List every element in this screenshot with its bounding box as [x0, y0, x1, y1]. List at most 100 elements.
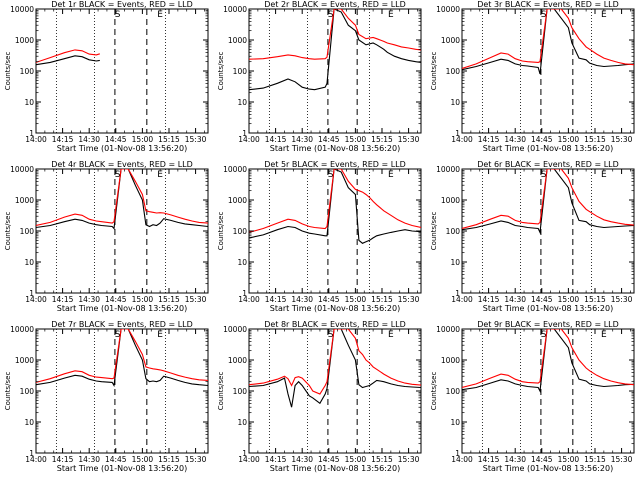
- x-tick-label: 15:00: [132, 455, 154, 464]
- flag-marker-s: S: [541, 10, 547, 20]
- x-tick-label: 14:45: [318, 295, 340, 304]
- x-axis-label: Start Time (01-Nov-08 13:56:20): [483, 304, 613, 313]
- x-tick-label: 15:00: [345, 135, 367, 144]
- x-axis-label: Start Time (01-Nov-08 13:56:20): [270, 464, 400, 473]
- x-tick-label: 15:30: [398, 135, 420, 144]
- y-tick-label: 10: [450, 258, 460, 267]
- y-tick-label: 1000: [228, 196, 247, 205]
- series-events-line: [249, 169, 421, 244]
- x-tick-label: 15:00: [345, 455, 367, 464]
- series-events-line: [249, 329, 421, 408]
- y-tick-label: 10000: [223, 325, 247, 334]
- x-tick-label: 15:30: [185, 295, 207, 304]
- x-tick-label: 14:45: [531, 295, 553, 304]
- series-events-line: [36, 329, 208, 388]
- y-tick-label: 100: [20, 387, 35, 396]
- series-events-line: [462, 9, 634, 75]
- y-tick-label: 10: [24, 258, 34, 267]
- y-tick-label: 1000: [15, 356, 34, 365]
- y-axis-label: Counts/sec: [430, 372, 438, 411]
- y-tick-label: 1000: [228, 36, 247, 45]
- series-events-line: [462, 169, 634, 235]
- y-tick-label: 1: [242, 449, 247, 458]
- x-tick-label: 15:30: [398, 455, 420, 464]
- y-tick-label: 1000: [441, 356, 460, 365]
- y-tick-label: 10000: [223, 165, 247, 174]
- plot-frame: [461, 328, 635, 454]
- y-axis-label: Counts/sec: [4, 372, 12, 411]
- x-tick-label: 15:30: [185, 455, 207, 464]
- flag-marker-e: E: [388, 10, 394, 20]
- series-lld-line: [462, 329, 634, 389]
- panel-title: Det 1r BLACK = Events, RED = LLD: [51, 0, 193, 9]
- y-tick-label: 1: [29, 129, 34, 138]
- x-tick-label: 15:15: [371, 295, 393, 304]
- x-tick-label: 15:00: [132, 295, 154, 304]
- y-axis-label: Counts/sec: [217, 212, 225, 251]
- y-tick-label: 1000: [228, 356, 247, 365]
- x-tick-label: 15:30: [611, 295, 633, 304]
- series-lld-line: [249, 329, 421, 395]
- flag-marker-e: E: [157, 170, 163, 180]
- series-lld-line: [249, 169, 421, 233]
- y-tick-label: 1: [29, 449, 34, 458]
- x-tick-label: 15:00: [132, 135, 154, 144]
- flag-marker-s: S: [541, 330, 547, 340]
- x-tick-label: 15:15: [584, 455, 606, 464]
- x-tick-label: 15:15: [584, 135, 606, 144]
- y-tick-label: 10000: [436, 325, 460, 334]
- x-tick-label: 14:15: [265, 295, 287, 304]
- flag-marker-e: E: [601, 10, 607, 20]
- flag-marker-s: S: [115, 170, 121, 180]
- x-tick-label: 15:30: [611, 135, 633, 144]
- y-tick-label: 10: [237, 98, 247, 107]
- y-tick-label: 100: [20, 227, 35, 236]
- y-tick-label: 100: [446, 387, 461, 396]
- y-tick-label: 10: [450, 418, 460, 427]
- y-tick-label: 10000: [10, 325, 34, 334]
- panel-title: Det 5r BLACK = Events, RED = LLD: [264, 160, 406, 169]
- y-tick-label: 100: [233, 67, 248, 76]
- x-tick-label: 15:15: [158, 455, 180, 464]
- x-tick-label: 14:00: [25, 295, 47, 304]
- y-tick-label: 10: [450, 98, 460, 107]
- x-tick-label: 14:15: [52, 455, 74, 464]
- x-tick-label: 14:45: [318, 455, 340, 464]
- flag-marker-e: E: [601, 330, 607, 340]
- x-axis-label: Start Time (01-Nov-08 13:56:20): [57, 304, 187, 313]
- plot-frame: [35, 328, 209, 454]
- x-tick-label: 14:30: [78, 135, 100, 144]
- x-tick-label: 15:15: [584, 295, 606, 304]
- x-tick-label: 15:15: [158, 295, 180, 304]
- y-axis-label: Counts/sec: [217, 52, 225, 91]
- x-tick-label: 14:45: [531, 455, 553, 464]
- y-tick-label: 10: [237, 258, 247, 267]
- series-lld-line: [249, 9, 421, 60]
- x-tick-label: 15:00: [558, 295, 580, 304]
- y-tick-label: 100: [233, 387, 248, 396]
- y-tick-label: 10000: [10, 5, 34, 14]
- y-tick-label: 1000: [441, 36, 460, 45]
- y-tick-label: 1: [242, 289, 247, 298]
- y-tick-label: 1000: [15, 196, 34, 205]
- series-lld-line: [36, 49, 100, 63]
- series-events-line: [36, 169, 208, 230]
- plot-frame: [35, 8, 209, 134]
- x-tick-label: 15:30: [611, 455, 633, 464]
- series-lld-line: [36, 169, 208, 227]
- plot-frame: [248, 328, 422, 454]
- plot-frame: [461, 168, 635, 294]
- y-axis-label: Counts/sec: [430, 52, 438, 91]
- x-axis-label: Start Time (01-Nov-08 13:56:20): [57, 464, 187, 473]
- x-tick-label: 14:15: [478, 295, 500, 304]
- y-axis-label: Counts/sec: [217, 372, 225, 411]
- flag-marker-e: E: [388, 330, 394, 340]
- flag-marker-s: S: [328, 330, 334, 340]
- y-axis-label: Counts/sec: [4, 52, 12, 91]
- y-tick-label: 10000: [223, 5, 247, 14]
- x-tick-label: 15:15: [158, 135, 180, 144]
- x-tick-label: 15:30: [185, 135, 207, 144]
